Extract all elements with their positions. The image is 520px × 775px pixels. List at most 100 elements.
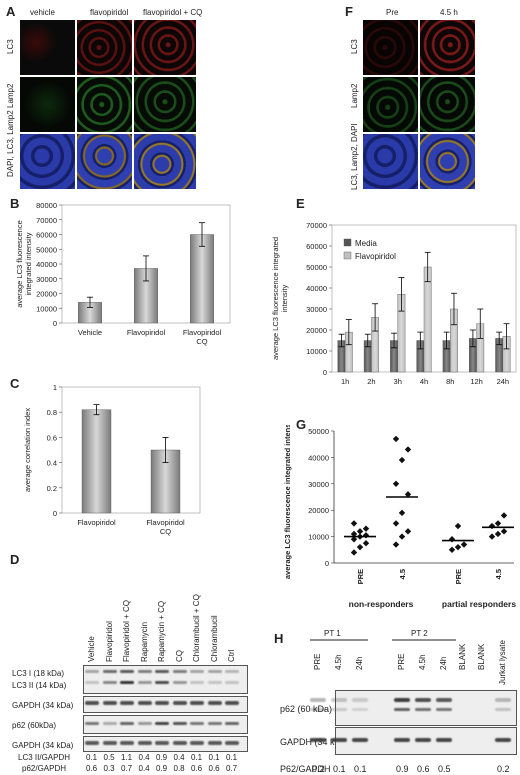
chart-b-ytick-label: 10000 — [36, 304, 57, 313]
panel-f-col-pre: Pre — [386, 8, 399, 17]
chart-e-legend-swatch — [343, 238, 352, 247]
panel-h-group-pt1: PT 1 — [324, 629, 341, 638]
chart-b-xtick-label: Flavopiridol — [183, 328, 222, 337]
panel-a-col-flavopiridol: flavopiridol — [90, 8, 129, 17]
panel-h-lane-label: PRE — [313, 653, 322, 670]
chart-b-ylabel-line2: integrated intensity — [24, 232, 33, 295]
chart-e-legend-label: Flavopiridol — [355, 252, 396, 261]
panel-h-band-p62-lower — [394, 708, 410, 711]
panel-a-image-flavo-lamp2 — [77, 77, 132, 132]
panel-d-lane-label: Ctrl — [227, 649, 236, 662]
chart-e-ytick-label: 40000 — [306, 284, 327, 293]
chart-g-ytick-label: 40000 — [308, 453, 329, 462]
panel-d-band-lc3-ii — [172, 681, 187, 684]
chart-g-point — [404, 446, 412, 453]
panel-d-band-gapdh-1 — [190, 701, 204, 705]
chart-g-point — [488, 533, 496, 540]
panel-d-lane-label: Rapamycin — [139, 621, 149, 662]
panel-d-band-gapdh-2 — [190, 741, 204, 745]
chart-g-ytick-label: 10000 — [308, 533, 329, 542]
chart-e-xtick-label: 3h — [394, 377, 402, 386]
panel-f-row-lamp2: Lamp2 — [350, 83, 359, 108]
panel-d-ratio-p62-value: 0.4 — [138, 764, 150, 773]
chart-g-point — [392, 541, 400, 548]
chart-c-ytick-label: 1 — [53, 383, 57, 392]
panel-d-ratio-p62-value: 0.7 — [121, 764, 133, 773]
panel-h-lane-label: BLANK — [458, 643, 467, 670]
panel-d-band-lc3-i — [155, 670, 169, 673]
panel-d-blot-label-lc3-i: LC3 I (18 kDa) — [12, 669, 65, 678]
panel-a-row-merge: DAPI, LC3, Lamp2 — [6, 110, 15, 177]
chart-g-ytick-label: 30000 — [308, 480, 329, 489]
panel-f-image-4-5h-lamp2 — [420, 77, 475, 132]
panel-d-band-gapdh-2 — [120, 741, 134, 745]
panel-d-band-gapdh-1 — [137, 701, 152, 705]
panel-label-b: B — [10, 196, 20, 211]
chart-b-ytick-label: 0 — [53, 319, 57, 328]
panel-d-band-lc3-i — [120, 670, 134, 673]
chart-g-point — [350, 549, 358, 556]
panel-d-band-gapdh-2 — [172, 741, 187, 745]
panel-d-lane-label: Flavopiridol + CQ — [122, 599, 131, 662]
chart-g-point — [404, 491, 412, 498]
chart-g-point — [448, 546, 456, 553]
panel-d-band-gapdh-2 — [225, 741, 239, 745]
panel-h-band-gapdh — [436, 738, 452, 742]
chart-c-xtick-label: Flavopiridol — [146, 518, 185, 527]
chart-g-point — [356, 528, 364, 535]
panel-d-band-gapdh-1 — [225, 701, 239, 705]
panel-h-ratio-value: 0.9 — [396, 764, 409, 774]
chart-g-point — [488, 522, 496, 530]
panel-d-band-p62 — [155, 722, 169, 725]
chart-g-point — [362, 532, 370, 539]
chart-g-point — [500, 528, 508, 535]
panel-f-image-4-5h-merge — [420, 134, 475, 189]
chart-b-ytick-label: 80000 — [36, 201, 57, 210]
panel-f-image-pre-lc3 — [363, 20, 418, 75]
chart-g-ytick-label: 20000 — [308, 506, 329, 515]
panel-d-ratio-lc3-value: 0.4 — [138, 753, 150, 762]
chart-b-xtick-label: Vehicle — [78, 328, 102, 337]
panel-d-ratio-p62-value: 0.8 — [173, 764, 185, 773]
panel-d-ratio-lc3-value: 0.1 — [86, 753, 98, 762]
chart-g-group-label: partial responders — [442, 599, 516, 609]
chart-g-xtick-label: 4.5 — [398, 569, 407, 579]
panel-d-band-lc3-ii — [120, 681, 134, 684]
chart-c-xtick-label: Flavopiridol — [77, 518, 116, 527]
chart-e-xtick-label: 4h — [420, 377, 428, 386]
panel-d-band-gapdh-1 — [172, 701, 187, 705]
panel-d-band-lc3-i — [190, 670, 204, 673]
panel-h-lane-label: 24h — [355, 656, 364, 670]
chart-g-point — [454, 522, 462, 530]
panel-h-lane-label: Jurkat lysate — [498, 640, 507, 685]
panel-label-e: E — [296, 196, 305, 211]
panel-d-band-lc3-ii — [155, 681, 169, 684]
chart-g-group-label: non-responders — [349, 599, 414, 609]
chart-e-legend-swatch — [343, 251, 352, 260]
chart-e-xtick-label: 12h — [470, 377, 483, 386]
chart-g-point — [392, 435, 400, 443]
chart-c-ytick-label: 0.6 — [47, 433, 57, 442]
panel-h-band-gapdh — [394, 738, 410, 742]
chart-e-legend-label: Media — [355, 239, 377, 248]
chart-b-xtick-label-line2: CQ — [196, 337, 207, 346]
panel-d-band-lc3-i — [172, 670, 187, 673]
chart-b-bar — [190, 234, 214, 324]
chart-g-point — [356, 543, 364, 551]
chart-g-point — [398, 509, 406, 517]
chart-e-ytick-label: 10000 — [306, 347, 327, 356]
panel-h-ratio-value: 0.1 — [333, 764, 346, 774]
chart-c-xtick-label-line2: CQ — [160, 527, 171, 536]
chart-g-point — [448, 536, 456, 543]
chart-c-ylabel: average correlation index — [23, 408, 32, 492]
panel-d-band-p62 — [207, 722, 222, 725]
panel-h-lane-label: PRE — [397, 653, 406, 670]
panel-label-f: F — [345, 4, 353, 19]
chart-e-ytick-label: 20000 — [306, 326, 327, 335]
panel-f-row-lc3: LC3 — [350, 39, 359, 54]
panel-d-blot-label-lc3-ii: LC3 II (14 kDa) — [12, 681, 67, 690]
chart-c-ytick-label: 0.4 — [47, 459, 57, 468]
panel-h-band-p62 — [415, 698, 431, 702]
panel-h-blot-label-p62: p62 (60 kDa) — [280, 704, 333, 714]
